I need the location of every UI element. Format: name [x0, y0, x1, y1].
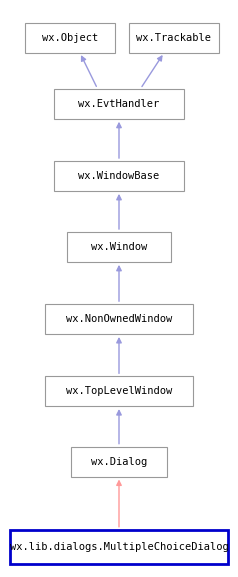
Text: wx.Dialog: wx.Dialog [91, 456, 147, 467]
Text: wx.TopLevelWindow: wx.TopLevelWindow [66, 386, 172, 396]
Text: wx.Object: wx.Object [42, 32, 98, 43]
Bar [45, 376, 193, 406]
Text: wx.Window: wx.Window [91, 242, 147, 252]
Bar [129, 23, 219, 53]
Text: wx.Trackable: wx.Trackable [136, 32, 211, 43]
Bar [71, 447, 167, 477]
Text: wx.NonOwnedWindow: wx.NonOwnedWindow [66, 314, 172, 324]
Text: wx.WindowBase: wx.WindowBase [78, 171, 160, 181]
Text: wx.lib.dialogs.MultipleChoiceDialog: wx.lib.dialogs.MultipleChoiceDialog [10, 542, 228, 552]
Bar [25, 23, 115, 53]
Bar [45, 304, 193, 334]
Bar [54, 161, 184, 191]
Bar [67, 232, 171, 262]
Bar [10, 530, 228, 564]
Text: wx.EvtHandler: wx.EvtHandler [78, 99, 160, 109]
Bar [54, 89, 184, 119]
